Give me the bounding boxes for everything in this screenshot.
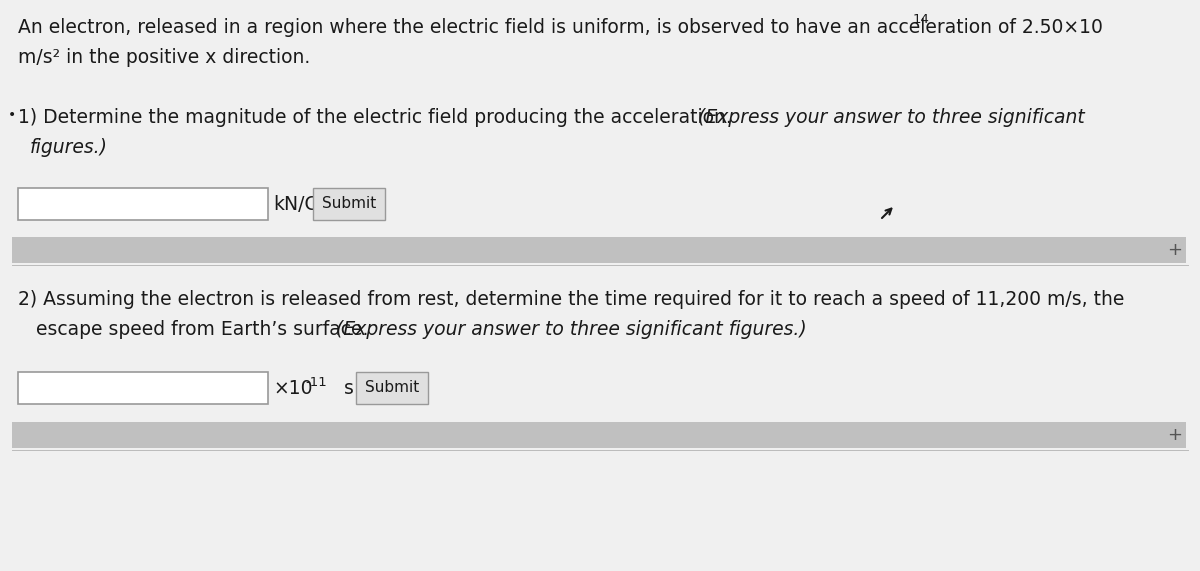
Text: (Express your answer to three significant: (Express your answer to three significan… [698, 108, 1085, 127]
Text: Submit: Submit [322, 196, 376, 211]
Text: Submit: Submit [365, 380, 419, 396]
FancyBboxPatch shape [12, 422, 1186, 448]
Text: ×10: ×10 [274, 379, 312, 397]
Text: s: s [338, 379, 354, 397]
Text: +: + [1166, 241, 1182, 259]
Text: m/s² in the positive x direction.: m/s² in the positive x direction. [18, 48, 311, 67]
Text: (Express your answer to three significant figures.): (Express your answer to three significan… [336, 320, 806, 339]
Text: -11: -11 [305, 376, 326, 388]
Text: An electron, released in a region where the electric field is uniform, is observ: An electron, released in a region where … [18, 18, 1103, 37]
Text: 2) Assuming the electron is released from rest, determine the time required for : 2) Assuming the electron is released fro… [18, 290, 1124, 309]
Text: escape speed from Earth’s surface.: escape speed from Earth’s surface. [18, 320, 374, 339]
Text: 14: 14 [913, 13, 930, 26]
Text: +: + [1166, 426, 1182, 444]
FancyBboxPatch shape [356, 372, 428, 404]
Text: kN/C: kN/C [274, 195, 318, 214]
FancyBboxPatch shape [313, 188, 385, 220]
FancyBboxPatch shape [18, 372, 268, 404]
Text: 1) Determine the magnitude of the electric field producing the acceleration.: 1) Determine the magnitude of the electr… [18, 108, 738, 127]
Text: •: • [8, 108, 17, 122]
FancyBboxPatch shape [18, 188, 268, 220]
FancyBboxPatch shape [12, 237, 1186, 263]
Text: figures.): figures.) [30, 138, 108, 157]
